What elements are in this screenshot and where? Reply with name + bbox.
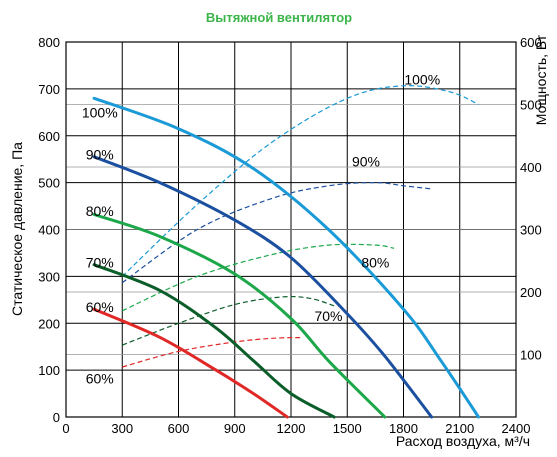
x-tick-label: 2400 [502,421,531,436]
power-curve-90 [121,181,432,284]
x-tick-label: 1500 [333,421,362,436]
y-right-tick-label: 400 [520,160,542,175]
y-right-tick-label: 600 [520,35,542,50]
y-left-tick-label: 200 [38,316,60,331]
pressure-curve-label: 60% [86,299,114,315]
grid [66,42,516,417]
y-right-tick-label: 300 [520,223,542,238]
power-curve-label: 80% [361,254,389,270]
plot-frame [65,41,517,418]
y-right-tick-label: 200 [520,285,542,300]
x-tick-label: 1200 [277,421,306,436]
y-right-tick-label: 500 [520,98,542,113]
pressure-curve-label: 90% [86,147,114,163]
x-tick-label: 900 [224,421,246,436]
pressure-curve-90 [92,155,434,419]
series-labels: 100% 90% 80% 70% 60% 100% 90% 80% 70% 60% [82,72,440,387]
x-axis-label: Расход воздуха, м³/ч [396,433,530,449]
pressure-curve-80 [92,213,387,419]
power-curve-60 [122,337,301,368]
pressure-curve-label: 70% [86,254,114,270]
power-curve-label: 60% [86,371,114,387]
power-curve-70 [122,295,335,346]
pressure-curve-60 [92,307,289,419]
power-curve-label: 70% [314,308,342,324]
pressure-curve-100 [92,96,480,419]
power-curve-label: 90% [352,154,380,170]
y-left-tick-label: 300 [38,269,60,284]
pressure-curve-70 [92,263,336,419]
x-tick-label: 0 [62,421,69,436]
power-curve-80 [122,243,395,312]
y-right-tick-label: 100 [520,348,542,363]
pressure-curve-label: 80% [86,203,114,219]
y-left-tick-label: 0 [53,410,60,425]
x-tick-label: 2100 [445,421,474,436]
y-axis-left-label: Статическое давление, Па [9,142,25,316]
x-tick-label: 300 [111,421,133,436]
power-curve-100 [121,85,479,277]
pressure-curve-label: 100% [82,104,118,120]
y-left-tick-label: 600 [38,129,60,144]
x-tick-label: 600 [168,421,190,436]
y-left-tick-label: 700 [38,82,60,97]
y-left-tick-label: 500 [38,176,60,191]
y-axis-right-label: Мощность, Вт [533,34,549,125]
pressure-curves [92,96,480,419]
y-left-tick-label: 100 [38,363,60,378]
tick-labels: 0 300 600 900 1200 1500 1800 2100 2400 0 100 200 300… [38,35,541,436]
y-left-tick-label: 800 [38,35,60,50]
y-left-tick-label: 400 [38,223,60,238]
chart-title: Вытяжной вентилятор [206,10,352,25]
power-curve-label: 100% [404,72,440,88]
x-tick-label: 1800 [389,421,418,436]
